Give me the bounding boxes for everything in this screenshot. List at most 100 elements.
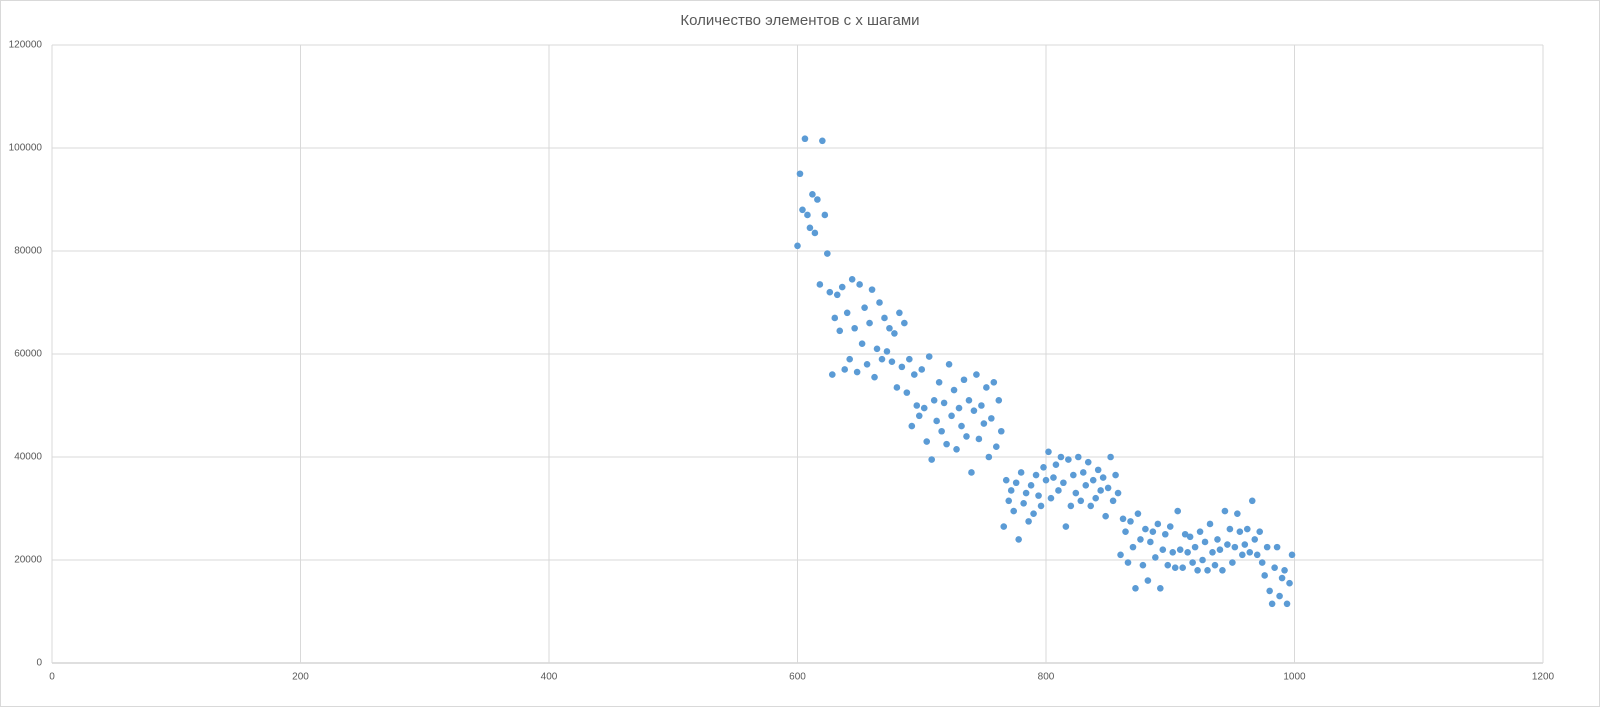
point	[821, 211, 829, 219]
point	[1077, 497, 1085, 505]
y-tick-label: 0	[36, 658, 42, 669]
point	[983, 384, 990, 391]
point	[1000, 523, 1008, 530]
point	[1271, 564, 1278, 572]
point	[1030, 510, 1037, 517]
point	[878, 355, 886, 363]
point	[1017, 469, 1025, 476]
point	[950, 386, 958, 394]
point	[863, 361, 871, 368]
point	[1288, 551, 1296, 559]
point	[1082, 482, 1090, 489]
point	[1226, 525, 1234, 533]
point	[948, 412, 955, 420]
point	[1032, 471, 1040, 479]
point	[920, 404, 928, 412]
point	[908, 422, 916, 430]
x-tick-label: 1200	[1532, 672, 1555, 683]
point	[824, 250, 831, 257]
point	[928, 456, 935, 463]
point	[901, 319, 908, 327]
point	[1276, 592, 1283, 600]
y-tick-label: 40000	[14, 452, 42, 463]
point	[888, 358, 896, 366]
point	[1092, 494, 1099, 502]
point	[1241, 541, 1249, 548]
point	[997, 427, 1005, 435]
point	[1020, 500, 1027, 507]
point	[1060, 479, 1067, 487]
point	[1283, 600, 1291, 608]
point	[1097, 487, 1104, 494]
point	[935, 379, 943, 386]
point	[1152, 554, 1159, 561]
point	[1251, 536, 1259, 543]
point	[1109, 497, 1117, 505]
point	[1199, 556, 1206, 564]
y-tick-label: 60000	[14, 349, 42, 360]
point	[906, 355, 913, 363]
point	[893, 384, 901, 391]
point	[1037, 502, 1045, 510]
point	[831, 314, 839, 322]
point	[1164, 561, 1172, 569]
point	[1015, 536, 1022, 543]
point	[1157, 585, 1164, 592]
point	[1204, 567, 1211, 574]
point	[1189, 559, 1196, 566]
point	[1139, 561, 1147, 569]
point	[1191, 543, 1199, 551]
point	[833, 291, 841, 299]
point	[1231, 543, 1239, 551]
point	[1005, 497, 1013, 505]
point	[1263, 543, 1271, 551]
x-tick-label: 200	[292, 672, 309, 683]
point	[1169, 548, 1177, 556]
point	[848, 276, 856, 283]
point	[1122, 528, 1129, 535]
point	[1281, 567, 1288, 574]
point	[1236, 528, 1244, 535]
point	[970, 407, 978, 414]
point	[886, 324, 893, 332]
point	[1102, 512, 1109, 520]
point	[1149, 528, 1157, 535]
point	[891, 330, 898, 337]
point	[958, 422, 965, 430]
point	[1181, 530, 1189, 538]
point	[794, 242, 801, 250]
point	[1268, 600, 1276, 608]
point	[1035, 492, 1042, 499]
point	[940, 399, 948, 407]
point	[1010, 507, 1017, 515]
point	[828, 371, 836, 378]
point	[1112, 471, 1119, 479]
point	[1129, 543, 1137, 551]
point	[1079, 469, 1087, 476]
point	[1224, 541, 1231, 548]
point	[1042, 476, 1050, 484]
point	[943, 440, 950, 448]
point	[918, 366, 926, 373]
point	[876, 299, 883, 306]
point	[1261, 572, 1268, 579]
point	[1094, 466, 1102, 474]
point	[1159, 546, 1167, 553]
point	[1040, 464, 1047, 471]
point	[1084, 458, 1092, 466]
point	[973, 371, 980, 378]
point	[1065, 456, 1072, 463]
point	[1027, 482, 1035, 489]
point	[868, 286, 876, 293]
point	[910, 371, 918, 378]
point	[945, 361, 953, 368]
point	[1209, 548, 1216, 556]
point	[933, 417, 940, 425]
y-tick-label: 20000	[14, 555, 42, 566]
y-tick-label: 100000	[9, 143, 43, 154]
point	[1286, 579, 1293, 587]
point	[799, 206, 806, 214]
point	[903, 389, 911, 396]
point	[1089, 476, 1097, 484]
